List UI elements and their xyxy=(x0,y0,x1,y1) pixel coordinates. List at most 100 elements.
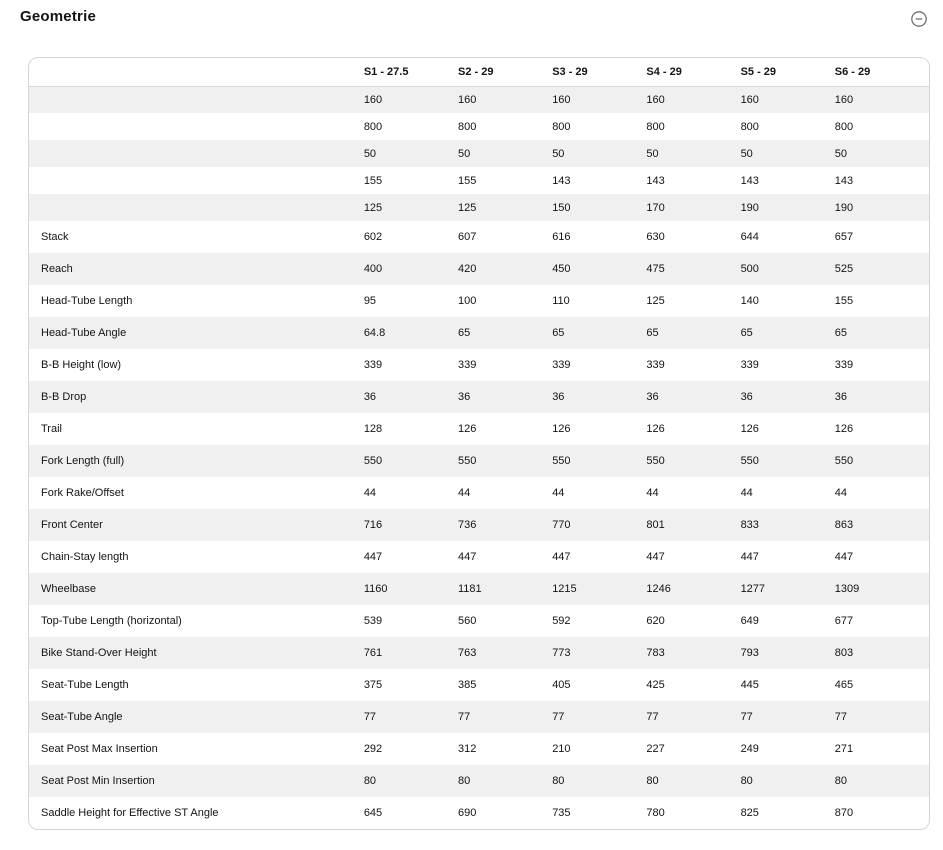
value-cell: 1277 xyxy=(740,583,766,595)
value-cell: 100 xyxy=(458,295,477,307)
value-cell: 770 xyxy=(552,519,571,531)
row-label: Seat-Tube Angle xyxy=(41,711,123,723)
value-cell: 50 xyxy=(646,147,659,160)
value-cell: 65 xyxy=(552,327,565,339)
value-cell: 735 xyxy=(552,807,571,819)
value-cell: 801 xyxy=(646,519,665,531)
value-cell: 80 xyxy=(458,775,471,787)
value-cell: 475 xyxy=(646,263,665,275)
row-label: Top-Tube Length (horizontal) xyxy=(41,615,182,627)
value-cell: 50 xyxy=(458,147,471,160)
value-cell: 400 xyxy=(363,263,383,275)
row-label: B-B Height (low) xyxy=(41,359,122,371)
value-cell: 65 xyxy=(740,327,753,339)
value-cell: 450 xyxy=(552,263,571,275)
value-cell: 65 xyxy=(646,327,659,339)
value-cell: 716 xyxy=(363,519,383,531)
value-cell: 126 xyxy=(552,423,571,435)
value-cell: 36 xyxy=(363,391,377,403)
table-row: Bike Stand-Over Height 761 763 773 783 793 803 xyxy=(29,637,929,669)
table-row: Head-Tube Length 95 100 110 125 140 155 xyxy=(29,285,929,317)
value-cell: 800 xyxy=(458,120,477,133)
value-cell: 126 xyxy=(646,423,665,435)
value-cell: 525 xyxy=(834,263,854,275)
column-header: S5 - 29 xyxy=(740,58,835,87)
row-label: Saddle Height for Effective ST Angle xyxy=(41,807,219,819)
value-cell: 420 xyxy=(458,263,477,275)
value-cell: 339 xyxy=(552,359,571,371)
geometry-header-row: S1 - 27.5 S2 - 29 S3 - 29 S4 - 29 S5 - 29 S6 … xyxy=(29,58,929,87)
column-header: S1 - 27.5 xyxy=(363,58,458,87)
value-cell: 550 xyxy=(834,455,854,467)
table-row: Reach 400 420 450 475 500 525 xyxy=(29,253,929,285)
value-cell: 339 xyxy=(834,359,854,371)
value-cell: 143 xyxy=(552,174,571,187)
value-cell: 1246 xyxy=(646,583,671,595)
value-cell: 50 xyxy=(363,147,377,160)
row-label: Trail xyxy=(41,423,62,435)
row-label xyxy=(29,86,364,113)
row-label: Stack xyxy=(41,231,69,243)
row-label: Seat-Tube Length xyxy=(41,679,129,691)
column-header: S3 - 29 xyxy=(552,58,647,87)
value-cell: 44 xyxy=(740,487,753,499)
value-cell: 550 xyxy=(740,455,759,467)
value-cell: 44 xyxy=(363,487,377,499)
value-cell: 140 xyxy=(740,295,759,307)
value-cell: 657 xyxy=(834,231,854,243)
value-cell: 690 xyxy=(458,807,477,819)
row-label: Head-Tube Angle xyxy=(41,327,127,339)
value-cell: 44 xyxy=(458,487,471,499)
value-cell: 649 xyxy=(740,615,759,627)
value-cell: 36 xyxy=(552,391,565,403)
value-cell: 550 xyxy=(458,455,477,467)
value-cell: 126 xyxy=(740,423,759,435)
value-cell: 77 xyxy=(740,711,753,723)
section-header: Geometrie xyxy=(0,0,943,30)
value-cell: 616 xyxy=(552,231,571,243)
table-row: B-B Drop 36 36 36 36 36 36 xyxy=(29,381,929,413)
value-cell: 160 xyxy=(458,93,477,106)
table-row: Seat-Tube Length 375 385 405 425 445 465 xyxy=(29,669,929,701)
value-cell: 405 xyxy=(552,679,571,691)
value-cell: 602 xyxy=(363,231,383,243)
value-cell: 550 xyxy=(552,455,571,467)
table-row: Head-Tube Angle 64.8 65 65 65 65 65 xyxy=(29,317,929,349)
value-cell: 160 xyxy=(834,93,854,106)
value-cell: 800 xyxy=(740,120,759,133)
value-cell: 126 xyxy=(834,423,854,435)
value-cell: 155 xyxy=(458,174,477,187)
value-cell: 292 xyxy=(363,743,383,755)
value-cell: 447 xyxy=(458,551,477,563)
table-row: 125 125 150 170 190 190 xyxy=(29,194,929,221)
table-row: Fork Rake/Offset 44 44 44 44 44 44 xyxy=(29,477,929,509)
value-cell: 447 xyxy=(740,551,759,563)
value-cell: 64.8 xyxy=(363,327,386,339)
value-cell: 447 xyxy=(834,551,854,563)
row-label xyxy=(29,194,364,221)
value-cell: 36 xyxy=(646,391,659,403)
row-label: Head-Tube Length xyxy=(41,295,133,307)
value-cell: 465 xyxy=(834,679,854,691)
value-cell: 65 xyxy=(834,327,847,339)
row-label: B-B Drop xyxy=(41,391,87,403)
geometry-table: S1 - 27.5 S2 - 29 S3 - 29 S4 - 29 S5 - 29 S6 … xyxy=(29,58,929,829)
value-cell: 773 xyxy=(552,647,571,659)
value-cell: 445 xyxy=(740,679,759,691)
table-row: Seat-Tube Angle 77 77 77 77 77 77 xyxy=(29,701,929,733)
value-cell: 783 xyxy=(646,647,665,659)
value-cell: 607 xyxy=(458,231,477,243)
value-cell: 50 xyxy=(834,147,847,160)
value-cell: 312 xyxy=(458,743,477,755)
row-label: Reach xyxy=(41,263,73,275)
collapse-button[interactable] xyxy=(908,8,930,30)
value-cell: 375 xyxy=(363,679,383,691)
value-cell: 761 xyxy=(363,647,383,659)
value-cell: 77 xyxy=(834,711,847,723)
geometry-table-body: 160 160 160 160 160 160 800 800 800 800 800 800 50 50… xyxy=(29,86,929,829)
value-cell: 644 xyxy=(740,231,759,243)
table-row: Top-Tube Length (horizontal) 539 560 592 620… xyxy=(29,605,929,637)
row-label: Seat Post Min Insertion xyxy=(41,775,155,787)
table-row: 155 155 143 143 143 143 xyxy=(29,167,929,194)
value-cell: 155 xyxy=(834,295,854,307)
